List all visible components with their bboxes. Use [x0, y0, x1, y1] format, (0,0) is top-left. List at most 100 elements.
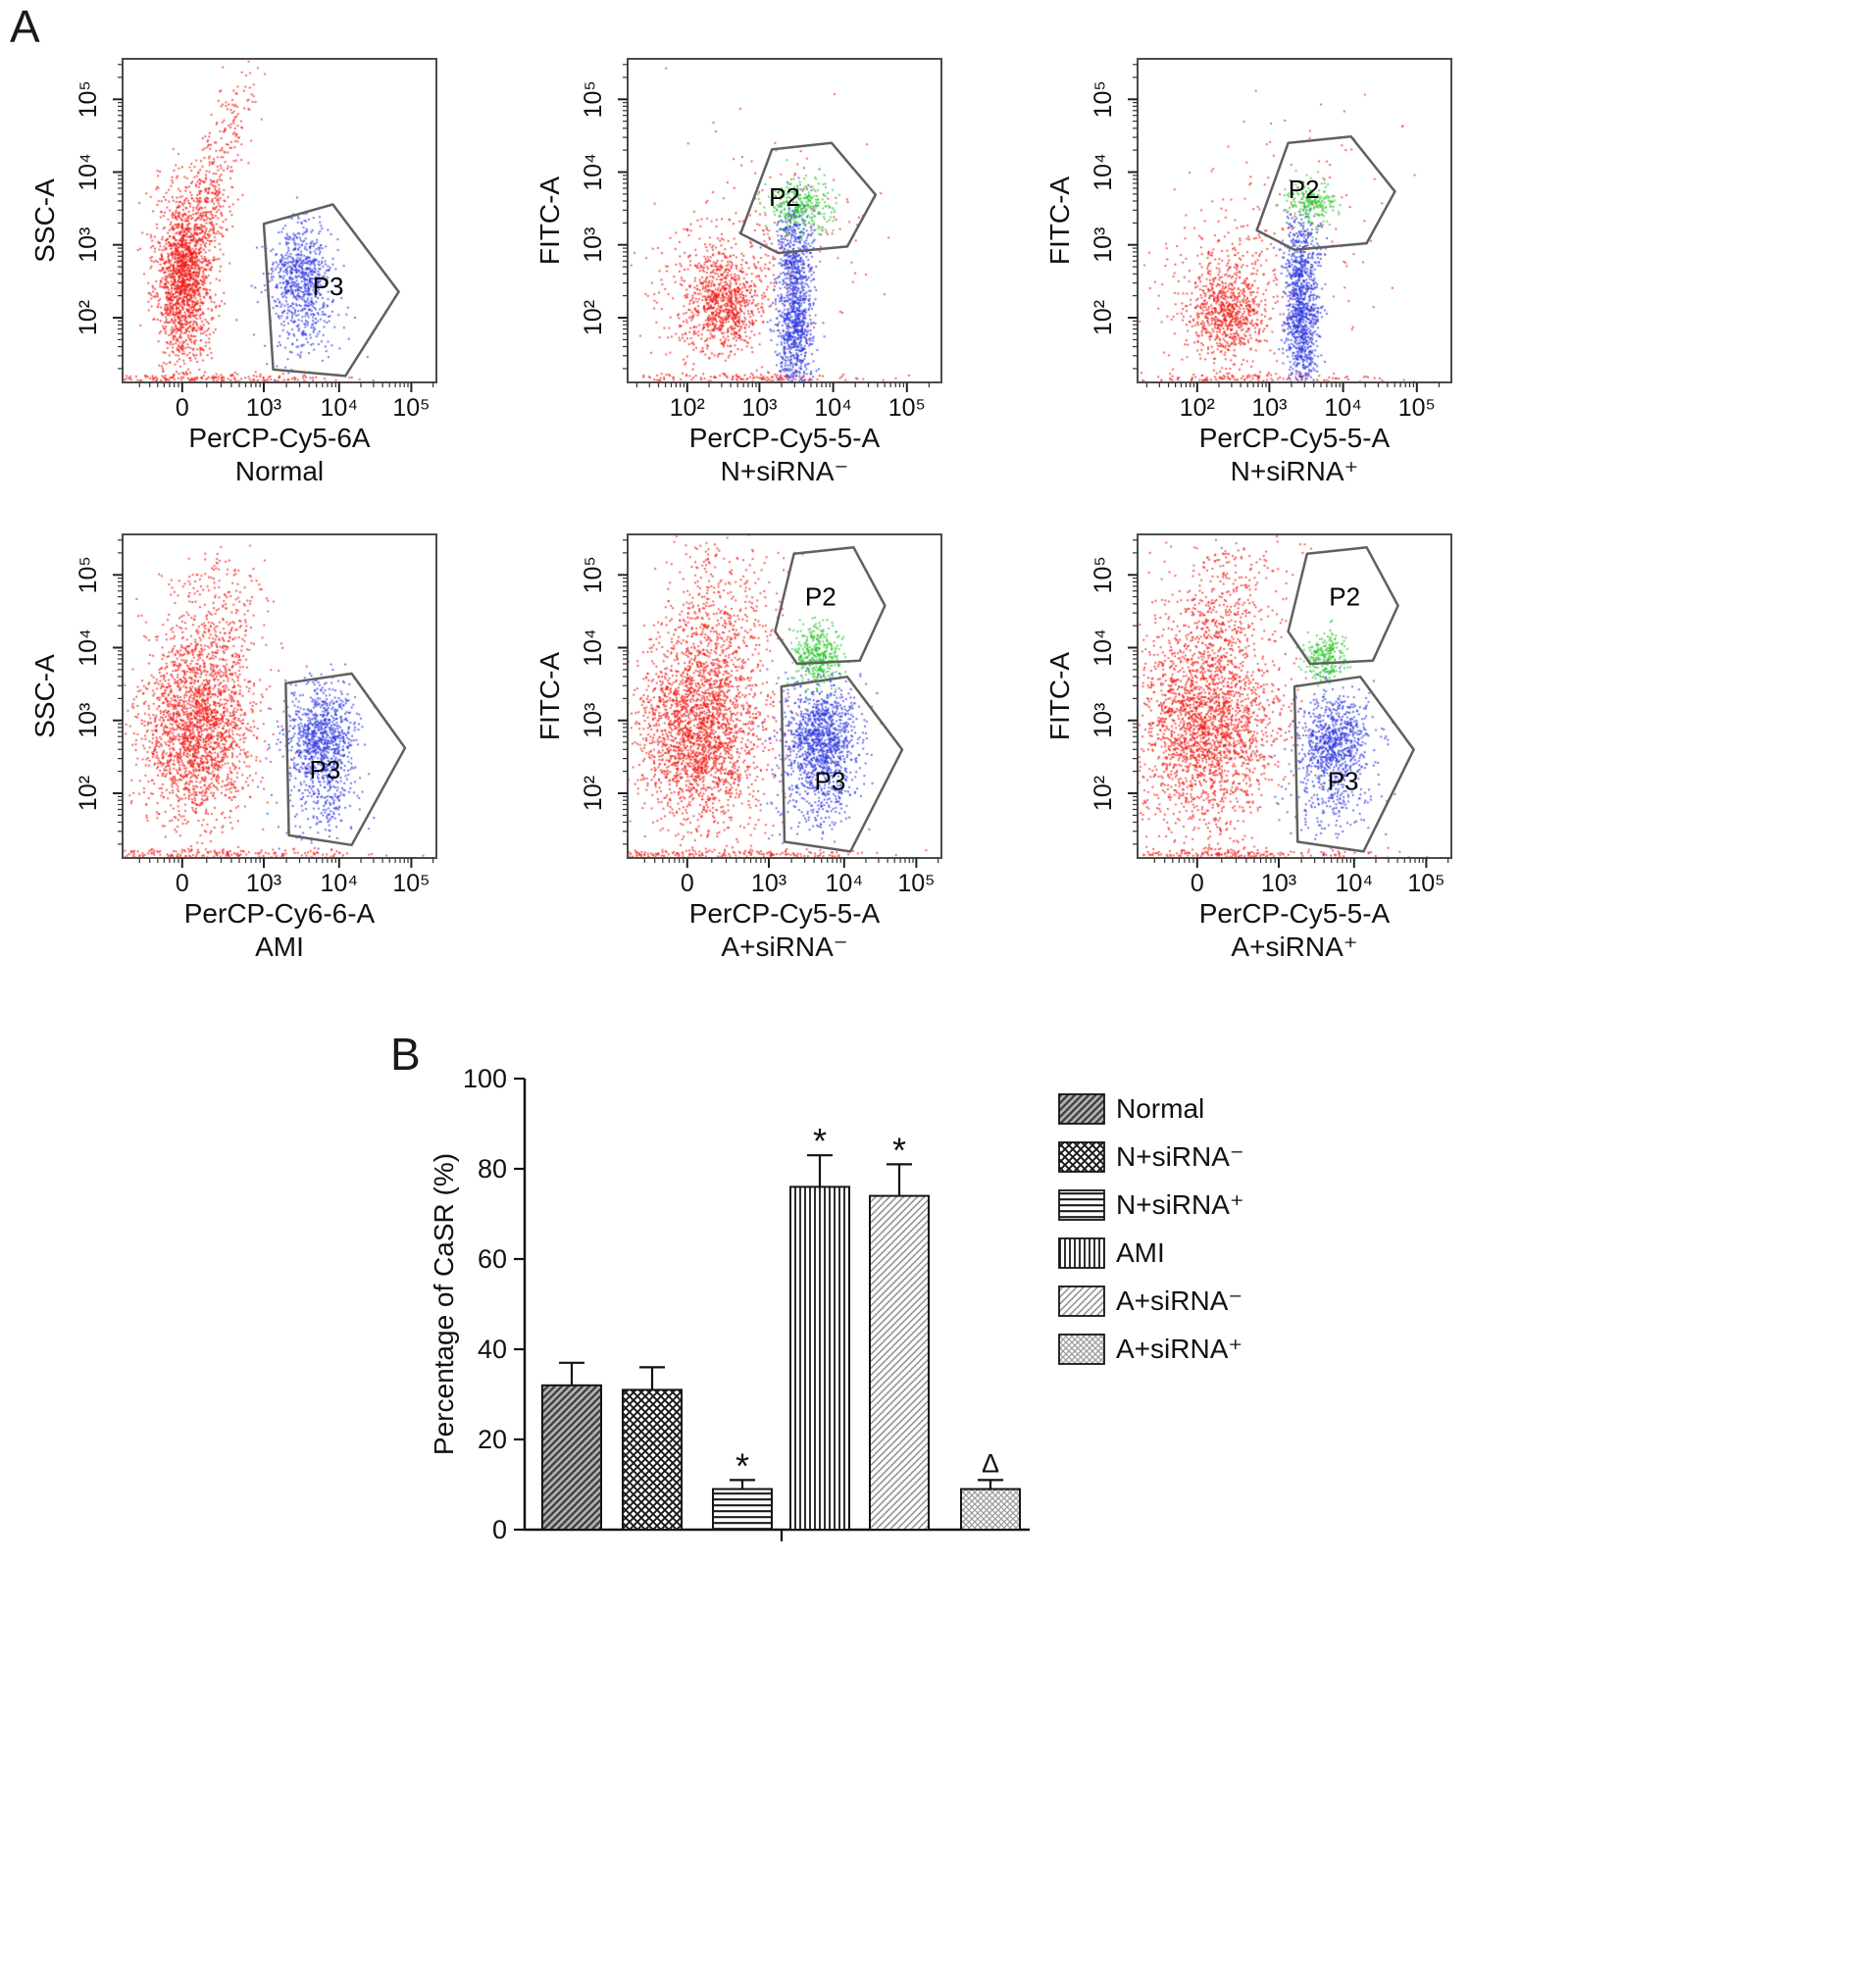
x-axis-title: PerCP-Cy5-6A: [188, 423, 370, 453]
y-tick-label: 10⁴: [75, 629, 102, 667]
flow-plot-axes: 0 10³ 10⁴ 10⁵ 10² 10³ 10⁴ 10⁵ PerCP-Cy6-6-A SSC-A…: [29, 533, 437, 962]
condition-label: N+siRNA⁻: [721, 456, 849, 486]
gate-label-P2: P2: [769, 182, 800, 212]
condition-label: N+siRNA⁺: [1231, 456, 1359, 486]
legend-swatch-4: [1058, 1237, 1105, 1269]
condition-label: A+siRNA⁻: [721, 932, 847, 962]
x-axis-title: PerCP-Cy5-5-A: [689, 423, 881, 453]
x-tick-label: 10⁵: [392, 394, 430, 422]
condition-label: Normal: [235, 456, 324, 486]
flow-plot-axes: 0 10³ 10⁴ 10⁵ 10² 10³ 10⁴ 10⁵ PerCP-Cy5-5-A FITC-…: [534, 533, 942, 962]
flow-plot-5: 0 10³ 10⁴ 10⁵ 10² 10³ 10⁴ 10⁵ PerCP-Cy5-5-A FITC-…: [530, 515, 971, 985]
plot-frame: [627, 58, 942, 383]
flow-plot-1: 0 10³ 10⁴ 10⁵ 10² 10³ 10⁴ 10⁵ PerCP-Cy5-6A SSC-A N…: [25, 39, 466, 510]
legend-label-1: Normal: [1116, 1093, 1204, 1124]
gate-P2: [1255, 134, 1396, 251]
bar-6: [960, 1487, 1021, 1532]
x-tick-label: 10⁴: [1324, 394, 1362, 422]
y-tick-label: 20: [478, 1425, 507, 1454]
y-tick-label: 10⁴: [75, 153, 102, 191]
gate-label-P2: P2: [1289, 175, 1320, 204]
bar-5: [869, 1194, 930, 1531]
x-tick-label: 10⁵: [1407, 870, 1445, 897]
significance-marker: *: [813, 1121, 827, 1161]
flow-plot-6: 0 10³ 10⁴ 10⁵ 10² 10³ 10⁴ 10⁵ PerCP-Cy5-5-A FITC-…: [1039, 515, 1481, 985]
legend-label-2: N+siRNA⁻: [1116, 1141, 1244, 1172]
y-tick-label: 10³: [75, 703, 102, 738]
x-tick-label: 10⁴: [1336, 870, 1374, 897]
flow-plot-axes: 0 10³ 10⁴ 10⁵ 10² 10³ 10⁴ 10⁵ PerCP-Cy5-5-A FITC-…: [1044, 533, 1452, 962]
x-tick-label: 10²: [1180, 394, 1215, 422]
x-tick-label: 10⁵: [888, 394, 926, 422]
x-tick-label: 0: [681, 870, 694, 897]
x-tick-label: 10⁵: [1398, 394, 1436, 422]
y-tick-label: 10⁵: [1090, 556, 1117, 593]
x-tick-label: 10⁴: [321, 394, 359, 422]
gate-label-P3: P3: [313, 272, 344, 301]
y-tick-label: 10²: [1090, 776, 1117, 811]
y-axis-title: SSC-A: [29, 178, 60, 263]
legend-swatch-1: [1058, 1093, 1105, 1125]
x-tick-label: 0: [176, 394, 189, 422]
x-tick-label: 10⁴: [321, 870, 359, 897]
y-tick-label: 10³: [1090, 703, 1117, 738]
x-tick-label: 0: [176, 870, 189, 897]
x-tick-label: 10³: [751, 870, 786, 897]
legend-label-3: N+siRNA⁺: [1116, 1189, 1244, 1220]
flow-plot-3: 10² 10³ 10⁴ 10⁵ 10² 10³ 10⁴ 10⁵ PerCP-Cy5-5-A FIT…: [1039, 39, 1481, 510]
gate-P2: [774, 545, 887, 666]
legend-label-6: A+siRNA⁺: [1116, 1334, 1242, 1364]
y-tick-label: 10²: [1090, 300, 1117, 335]
x-axis-title: PerCP-Cy5-5-A: [1199, 423, 1391, 453]
flow-plot-axes: 10² 10³ 10⁴ 10⁵10²10³10⁴10⁵PerCP-Cy5-5-AFIT…: [534, 58, 942, 486]
bar-1: [541, 1384, 602, 1531]
y-tick-label: 40: [478, 1335, 507, 1364]
gate-P3: [1293, 675, 1415, 853]
plot-frame: [122, 533, 437, 859]
gate-label-P3: P3: [1328, 767, 1359, 796]
flow-plot-2: 10² 10³ 10⁴ 10⁵ 10² 10³ 10⁴ 10⁵ PerCP-Cy5-5-A FIT…: [530, 39, 971, 510]
legend-swatch-2: [1058, 1141, 1105, 1173]
y-tick-label: 100: [463, 1064, 507, 1093]
gate-P2: [1287, 545, 1399, 666]
gate-P3: [284, 672, 407, 847]
gate-P2: [738, 141, 878, 255]
legend-swatch-3: [1058, 1189, 1105, 1221]
y-axis-title: FITC-A: [534, 176, 565, 266]
plot-frame: [122, 58, 437, 383]
y-tick-label: 10⁴: [580, 153, 607, 191]
significance-marker: Δ: [982, 1448, 999, 1478]
plot-frame: [627, 533, 942, 859]
flow-plot-points-canvas: [25, 515, 466, 985]
x-tick-label: 10²: [670, 394, 705, 422]
y-tick-label: 10³: [580, 703, 607, 738]
x-tick-label: 10³: [1261, 870, 1296, 897]
y-tick-label: 60: [478, 1244, 507, 1274]
flow-plot-axes: 0 10³ 10⁴ 10⁵ 10² 10³ 10⁴ 10⁵ PerCP-Cy5-6A SSC-A N…: [29, 58, 437, 486]
panel-b-label: B: [390, 1029, 421, 1080]
y-tick-label: 10⁴: [1090, 629, 1117, 667]
bar-3: [712, 1487, 773, 1532]
bar-4: [789, 1185, 850, 1531]
legend-swatch-5: [1058, 1285, 1105, 1317]
y-tick-label: 10²: [75, 776, 102, 811]
x-tick-label: 10³: [246, 870, 281, 897]
x-tick-label: 10³: [1251, 394, 1287, 422]
x-tick-label: 0: [1191, 870, 1204, 897]
legend-label-4: AMI: [1116, 1237, 1165, 1268]
x-tick-label: 10³: [246, 394, 281, 422]
y-tick-label: 10³: [1090, 227, 1117, 263]
y-tick-label: 10⁵: [75, 556, 102, 593]
plot-frame: [1137, 58, 1452, 383]
y-tick-label: 10⁵: [580, 556, 607, 593]
gate-label-P3: P3: [309, 755, 340, 784]
significance-marker: *: [735, 1445, 749, 1486]
x-tick-label: 10⁵: [897, 870, 935, 897]
y-axis-title: SSC-A: [29, 654, 60, 738]
flow-plot-points-canvas: [1039, 39, 1481, 510]
y-tick-label: 10⁴: [1090, 153, 1117, 191]
y-tick-label: 10³: [580, 227, 607, 263]
bar-chart-container: 0 20 40 60 80 100 Percentage of CaSR (%) * * * Δ No…: [422, 1039, 1383, 1628]
x-tick-label: 10⁴: [826, 870, 864, 897]
flow-plot-4: 0 10³ 10⁴ 10⁵ 10² 10³ 10⁴ 10⁵ PerCP-Cy6-6-A SSC-A…: [25, 515, 466, 985]
